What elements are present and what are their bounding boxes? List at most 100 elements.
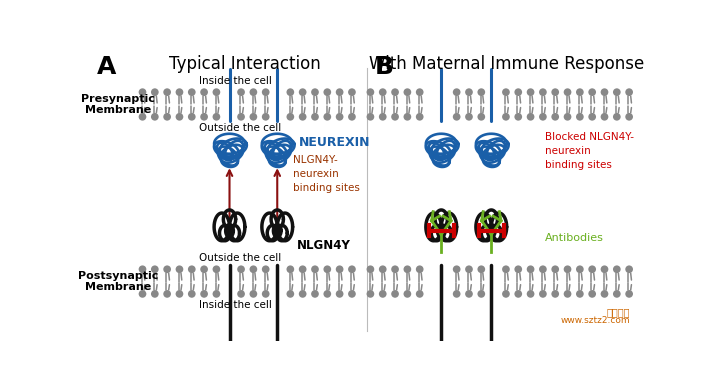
Circle shape	[163, 113, 171, 121]
Circle shape	[366, 290, 374, 298]
Circle shape	[576, 113, 584, 121]
Text: B: B	[374, 55, 394, 79]
Circle shape	[138, 265, 146, 273]
Text: Antibodies: Antibodies	[545, 234, 604, 244]
Text: 深圳同志: 深圳同志	[607, 307, 630, 317]
Circle shape	[200, 265, 208, 273]
Circle shape	[625, 113, 633, 121]
Circle shape	[564, 88, 571, 96]
Circle shape	[175, 265, 183, 273]
Circle shape	[453, 265, 461, 273]
Text: Inside the cell: Inside the cell	[199, 300, 272, 310]
Text: Outside the cell: Outside the cell	[199, 123, 281, 133]
Circle shape	[564, 113, 571, 121]
Circle shape	[514, 265, 522, 273]
Circle shape	[311, 88, 319, 96]
Circle shape	[551, 88, 559, 96]
Circle shape	[539, 265, 547, 273]
Circle shape	[311, 290, 319, 298]
Circle shape	[138, 113, 146, 121]
Circle shape	[404, 88, 411, 96]
Circle shape	[336, 88, 344, 96]
Text: Postsynaptic
Membrane: Postsynaptic Membrane	[78, 271, 158, 292]
Circle shape	[404, 113, 411, 121]
Circle shape	[175, 88, 183, 96]
Circle shape	[539, 290, 547, 298]
Circle shape	[212, 113, 220, 121]
Circle shape	[478, 265, 485, 273]
Circle shape	[527, 265, 535, 273]
Circle shape	[502, 265, 510, 273]
Circle shape	[151, 113, 159, 121]
Circle shape	[527, 290, 535, 298]
Circle shape	[138, 290, 146, 298]
Circle shape	[478, 113, 485, 121]
Circle shape	[404, 290, 411, 298]
Circle shape	[348, 88, 356, 96]
Circle shape	[262, 88, 270, 96]
Circle shape	[287, 113, 294, 121]
Text: NEUREXIN: NEUREXIN	[299, 136, 370, 149]
Circle shape	[502, 113, 510, 121]
Circle shape	[416, 265, 424, 273]
Circle shape	[336, 113, 344, 121]
Circle shape	[250, 265, 257, 273]
Circle shape	[200, 113, 208, 121]
Circle shape	[391, 290, 399, 298]
Circle shape	[576, 290, 584, 298]
Circle shape	[588, 265, 596, 273]
Circle shape	[379, 88, 386, 96]
Circle shape	[324, 113, 331, 121]
Circle shape	[188, 88, 195, 96]
Circle shape	[564, 265, 571, 273]
Circle shape	[539, 88, 547, 96]
Circle shape	[478, 88, 485, 96]
Circle shape	[188, 113, 195, 121]
Circle shape	[453, 290, 461, 298]
Circle shape	[404, 265, 411, 273]
Circle shape	[391, 265, 399, 273]
Circle shape	[237, 88, 245, 96]
Circle shape	[311, 113, 319, 121]
Circle shape	[324, 290, 331, 298]
Circle shape	[311, 265, 319, 273]
Circle shape	[514, 88, 522, 96]
Circle shape	[151, 290, 159, 298]
Circle shape	[625, 290, 633, 298]
Text: NLGN4Y-
neurexin
binding sites: NLGN4Y- neurexin binding sites	[292, 155, 359, 193]
Circle shape	[391, 113, 399, 121]
Circle shape	[625, 88, 633, 96]
Circle shape	[175, 290, 183, 298]
Circle shape	[287, 265, 294, 273]
Circle shape	[163, 265, 171, 273]
Circle shape	[287, 290, 294, 298]
Circle shape	[551, 265, 559, 273]
Circle shape	[250, 88, 257, 96]
Circle shape	[336, 265, 344, 273]
Circle shape	[588, 113, 596, 121]
Circle shape	[465, 113, 473, 121]
Circle shape	[625, 265, 633, 273]
Circle shape	[613, 265, 621, 273]
Circle shape	[514, 290, 522, 298]
Circle shape	[551, 113, 559, 121]
Circle shape	[250, 113, 257, 121]
Circle shape	[588, 88, 596, 96]
Text: Presynaptic
Membrane: Presynaptic Membrane	[81, 94, 155, 115]
Circle shape	[262, 290, 270, 298]
Circle shape	[237, 265, 245, 273]
Circle shape	[502, 290, 510, 298]
Circle shape	[366, 88, 374, 96]
Circle shape	[514, 113, 522, 121]
Circle shape	[453, 113, 461, 121]
Circle shape	[366, 113, 374, 121]
Text: Inside the cell: Inside the cell	[199, 76, 272, 86]
Circle shape	[379, 290, 386, 298]
Circle shape	[465, 265, 473, 273]
Circle shape	[348, 265, 356, 273]
Circle shape	[175, 113, 183, 121]
Circle shape	[299, 88, 307, 96]
Circle shape	[502, 88, 510, 96]
Circle shape	[366, 265, 374, 273]
Circle shape	[539, 113, 547, 121]
